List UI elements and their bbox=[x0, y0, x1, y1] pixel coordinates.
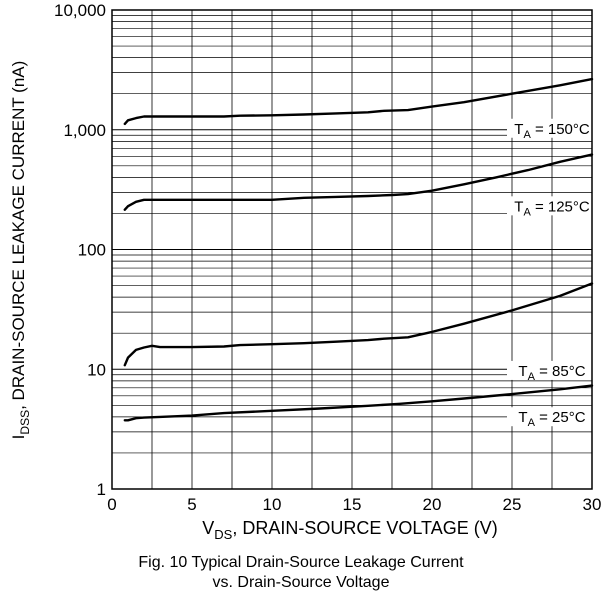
series-label-subscript: A bbox=[528, 417, 536, 429]
y-axis-title-pre: I bbox=[9, 435, 28, 440]
x-tick-labels: 0 5 10 15 20 25 30 bbox=[107, 495, 601, 514]
series-label-temperature: = 125°C bbox=[531, 198, 590, 215]
series-label: TA = 150°C bbox=[514, 121, 590, 141]
series-label-symbol: T bbox=[514, 121, 523, 138]
series-label-subscript: A bbox=[528, 371, 536, 383]
x-tick-label: 30 bbox=[583, 495, 602, 514]
y-tick-label: 10 bbox=[87, 360, 106, 379]
series-label: TA = 25°C bbox=[518, 409, 585, 429]
y-tick-labels: 1 10 100 1,000 10,000 bbox=[54, 1, 106, 499]
y-tick-label: 1,000 bbox=[63, 121, 106, 140]
y-tick-label: 10,000 bbox=[54, 1, 106, 20]
series-line bbox=[123, 384, 594, 422]
series-curves bbox=[123, 77, 594, 422]
y-axis-title: IDSS, DRAIN-SOURCE LEAKAGE CURRENT (nA) bbox=[9, 61, 32, 440]
series-line bbox=[123, 153, 594, 211]
y-axis-title-post: , DRAIN-SOURCE LEAKAGE CURRENT (nA) bbox=[9, 61, 28, 410]
series-label-background bbox=[507, 118, 597, 138]
series-labels: TA = 150°CTA = 125°CTA = 85°CTA = 25°C bbox=[507, 118, 597, 429]
series-line bbox=[123, 282, 594, 367]
x-axis-title-pre: V bbox=[202, 518, 214, 538]
x-axis-title: VDS, DRAIN-SOURCE VOLTAGE (V) bbox=[202, 518, 497, 542]
y-tick-label: 100 bbox=[78, 241, 106, 260]
series-label-temperature: = 25°C bbox=[535, 409, 586, 426]
series-label-symbol: T bbox=[518, 363, 527, 380]
x-tick-label: 5 bbox=[187, 495, 196, 514]
x-tick-label: 10 bbox=[263, 495, 282, 514]
x-axis-title-sub: DS bbox=[214, 527, 232, 542]
series-label-subscript: A bbox=[523, 206, 531, 218]
x-axis-title-post: , DRAIN-SOURCE VOLTAGE (V) bbox=[232, 518, 497, 538]
series-label-temperature: = 85°C bbox=[535, 363, 586, 380]
series-label-symbol: T bbox=[518, 409, 527, 426]
series-label-background bbox=[507, 407, 597, 427]
y-axis-title-sub: DSS bbox=[18, 410, 32, 435]
x-tick-label: 15 bbox=[343, 495, 362, 514]
series-label-subscript: A bbox=[523, 129, 531, 141]
series-label-background bbox=[507, 360, 597, 380]
x-tick-label: 25 bbox=[503, 495, 522, 514]
figure-caption-line-2: vs. Drain-Source Voltage bbox=[212, 574, 390, 591]
series-line bbox=[123, 77, 594, 126]
y-tick-label: 1 bbox=[97, 480, 106, 499]
plot-frame bbox=[111, 9, 593, 490]
figure-caption-line-1: Fig. 10 Typical Drain-Source Leakage Cur… bbox=[138, 554, 464, 571]
series-label-symbol: T bbox=[514, 198, 523, 215]
series-label-background bbox=[507, 196, 597, 216]
series-label-temperature: = 150°C bbox=[531, 121, 590, 138]
x-tick-label: 20 bbox=[423, 495, 442, 514]
series-label: TA = 85°C bbox=[518, 363, 585, 383]
x-tick-label: 0 bbox=[107, 495, 116, 514]
series-label: TA = 125°C bbox=[514, 198, 590, 218]
